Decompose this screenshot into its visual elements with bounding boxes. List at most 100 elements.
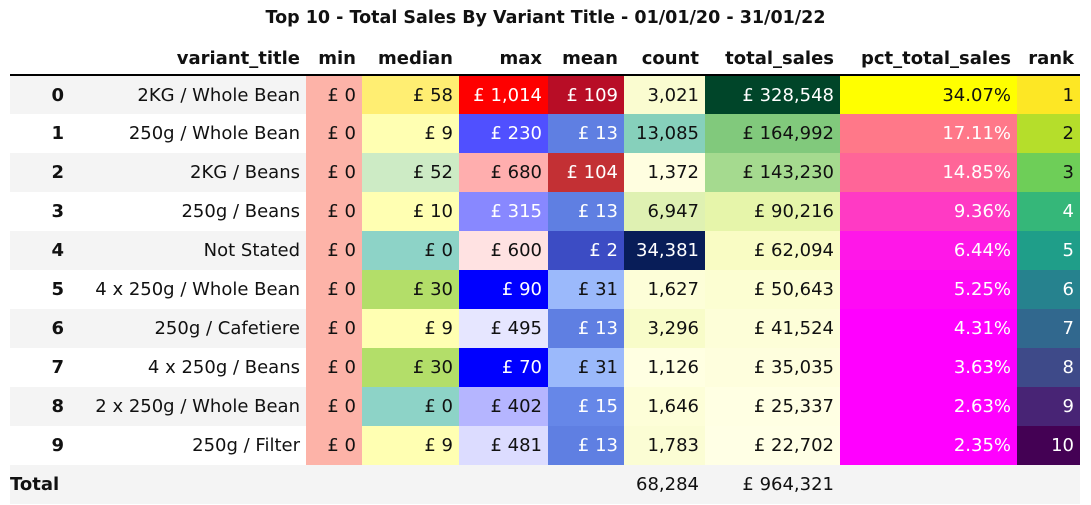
cell-max: £ 315 <box>459 192 548 231</box>
cell-total-sales: £ 143,230 <box>705 153 840 192</box>
header-row: variant_title min median max mean count … <box>10 42 1080 76</box>
cell-count: 1,646 <box>624 387 705 426</box>
table-row: 1 250g / Whole Bean £ 0 £ 9 £ 230 £ 13 13,085 £… <box>10 114 1080 153</box>
cell-variant-title: 250g / Beans <box>181 201 300 222</box>
cell-variant-title: 250g / Cafetiere <box>70 309 306 348</box>
total-empty <box>306 465 362 504</box>
header-total-sales: total_sales <box>705 42 840 76</box>
cell-total-sales: £ 22,702 <box>705 426 840 465</box>
cell-index: 7 <box>51 357 64 378</box>
cell-total-sales: £ 164,992 <box>705 114 840 153</box>
cell-pct-total-sales: 2.63% <box>840 387 1017 426</box>
cell-variant-title: 2 x 250g / Whole Bean <box>70 387 306 426</box>
table-row: 9 250g / Filter £ 0 £ 9 £ 481 £ 13 1,783 £ 22,7… <box>10 426 1080 465</box>
cell-pct-total-sales: 34.07% <box>840 75 1017 114</box>
cell-pct-total-sales: 5.25% <box>840 270 1017 309</box>
cell-min: £ 0 <box>306 426 362 465</box>
total-empty <box>840 465 1017 504</box>
cell-rank: 6 <box>1017 270 1080 309</box>
cell-total-sales: £ 50,643 <box>705 270 840 309</box>
cell-total-sales: £ 41,524 <box>705 309 840 348</box>
cell-mean: £ 15 <box>548 387 624 426</box>
table-row: 0 2KG / Whole Bean £ 0 £ 58 £ 1,014 £ 109 3,02… <box>10 75 1080 114</box>
cell-rank: 2 <box>1017 114 1080 153</box>
cell-max: £ 402 <box>459 387 548 426</box>
cell-rank: 3 <box>1017 153 1080 192</box>
cell-max: £ 495 <box>459 309 548 348</box>
cell-count: 1,126 <box>624 348 705 387</box>
cell-pct-total-sales: 6.44% <box>840 231 1017 270</box>
cell-rank: 5 <box>1017 231 1080 270</box>
cell-index: 0 <box>10 75 70 114</box>
cell-min: £ 0 <box>306 348 362 387</box>
cell-median: £ 10 <box>362 192 459 231</box>
cell-count: 3,021 <box>624 75 705 114</box>
cell-min: £ 0 <box>306 387 362 426</box>
table-row: 3 250g / Beans £ 0 £ 10 £ 315 £ 13 6,947 £ 90,2… <box>10 192 1080 231</box>
cell-median: £ 52 <box>362 153 459 192</box>
table-row: 6 250g / Cafetiere £ 0 £ 9 £ 495 £ 13 3,296 £ 4… <box>10 309 1080 348</box>
cell-max: £ 600 <box>459 231 548 270</box>
header-rank: rank <box>1017 42 1080 76</box>
cell-index: 2 <box>10 153 70 192</box>
cell-variant-title: 4 x 250g / Whole Bean <box>95 279 300 300</box>
cell-min: £ 0 <box>306 153 362 192</box>
table-title: Top 10 - Total Sales By Variant Title - … <box>265 8 826 28</box>
header-median: median <box>362 42 459 76</box>
cell-variant-title: Not Stated <box>70 231 306 270</box>
total-row: Total 68,284 £ 964,321 <box>10 465 1080 504</box>
sales-table: variant_title min median max mean count … <box>10 42 1080 504</box>
cell-total-sales: £ 90,216 <box>705 192 840 231</box>
cell-mean: £ 13 <box>548 426 624 465</box>
cell-index: 9 <box>51 435 64 456</box>
cell-index: 5 <box>51 279 64 300</box>
header-max: max <box>459 42 548 76</box>
cell-total-sales: £ 62,094 <box>705 231 840 270</box>
cell-median: £ 9 <box>362 309 459 348</box>
cell-index: 8 <box>10 387 70 426</box>
cell-count: 1,372 <box>624 153 705 192</box>
cell-variant-title: 4 x 250g / Beans <box>147 357 300 378</box>
cell-mean: £ 13 <box>548 114 624 153</box>
cell-count: 1,783 <box>624 426 705 465</box>
cell-count: 13,085 <box>624 114 705 153</box>
cell-rank: 9 <box>1017 387 1080 426</box>
cell-rank: 4 <box>1017 192 1080 231</box>
cell-min: £ 0 <box>306 309 362 348</box>
cell-mean: £ 31 <box>548 348 624 387</box>
cell-max: £ 230 <box>459 114 548 153</box>
total-sales: £ 964,321 <box>705 465 840 504</box>
cell-min: £ 0 <box>306 231 362 270</box>
cell-total-sales: £ 35,035 <box>705 348 840 387</box>
cell-max: £ 481 <box>459 426 548 465</box>
cell-count: 6,947 <box>624 192 705 231</box>
cell-pct-total-sales: 4.31% <box>840 309 1017 348</box>
cell-mean: £ 31 <box>548 270 624 309</box>
cell-variant-title: 250g / Filter <box>192 435 300 456</box>
cell-index: 4 <box>10 231 70 270</box>
cell-median: £ 30 <box>362 348 459 387</box>
cell-count: 34,381 <box>624 231 705 270</box>
cell-index: 1 <box>51 123 64 144</box>
cell-max: £ 70 <box>459 348 548 387</box>
table-row: 5 4 x 250g / Whole Bean £ 0 £ 30 £ 90 £ 31 1,6… <box>10 270 1080 309</box>
cell-median: £ 0 <box>362 387 459 426</box>
cell-mean: £ 13 <box>548 309 624 348</box>
total-empty <box>70 465 306 504</box>
header-pct-total-sales: pct_total_sales <box>840 42 1017 76</box>
cell-median: £ 0 <box>362 231 459 270</box>
header-index <box>10 42 70 76</box>
cell-pct-total-sales: 14.85% <box>840 153 1017 192</box>
cell-index: 6 <box>10 309 70 348</box>
cell-variant-title: 2KG / Beans <box>70 153 306 192</box>
cell-max: £ 1,014 <box>459 75 548 114</box>
cell-pct-total-sales: 3.63% <box>840 348 1017 387</box>
header-count: count <box>624 42 705 76</box>
cell-pct-total-sales: 9.36% <box>840 192 1017 231</box>
cell-mean: £ 13 <box>548 192 624 231</box>
total-label: Total <box>10 465 70 504</box>
table-row: 4 Not Stated £ 0 £ 0 £ 600 £ 2 34,381 £ 62,094 6… <box>10 231 1080 270</box>
cell-variant-title: 2KG / Whole Bean <box>70 75 306 114</box>
cell-median: £ 58 <box>362 75 459 114</box>
